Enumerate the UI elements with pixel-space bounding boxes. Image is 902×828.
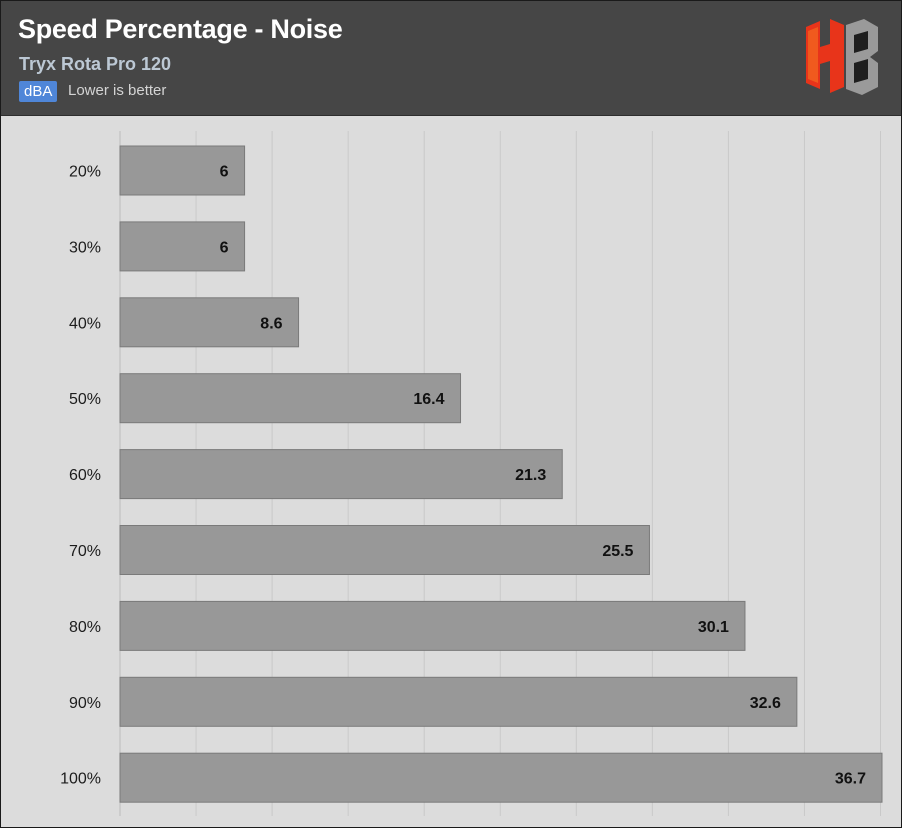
data-label: 32.6	[750, 695, 781, 712]
bar	[119, 676, 798, 727]
category-label: 90%	[69, 695, 101, 712]
category-label: 100%	[60, 771, 101, 788]
data-label: 21.3	[515, 467, 546, 484]
bar-chart: 20% 30% 40% 50% 60% 70% 80% 90% 100% 6 6 8.6 16.4 21…	[60, 131, 883, 816]
category-label: 50%	[69, 391, 101, 408]
data-label: 6	[220, 164, 229, 181]
data-label: 16.4	[413, 391, 444, 408]
category-label: 40%	[69, 315, 101, 332]
chart-subtitle: Tryx Rota Pro 120	[19, 54, 172, 74]
bar	[119, 525, 650, 575]
category-label: 20%	[69, 164, 101, 181]
bar	[119, 373, 462, 424]
data-labels: 6 6 8.6 16.4 21.3 25.5 30.1 32.6 36.7	[220, 164, 866, 788]
lower-is-better-note: Lower is better	[68, 82, 167, 99]
bars	[119, 145, 883, 803]
category-label: 30%	[69, 239, 101, 256]
data-label: 30.1	[698, 619, 729, 636]
category-labels: 20% 30% 40% 50% 60% 70% 80% 90% 100%	[60, 164, 101, 788]
category-label: 80%	[69, 619, 101, 636]
data-label: 6	[220, 239, 229, 256]
hb-logo-icon	[806, 19, 878, 95]
bar	[119, 752, 883, 803]
data-label: 25.5	[602, 543, 633, 560]
bar	[119, 297, 300, 348]
bar	[119, 449, 563, 500]
bar	[119, 600, 746, 651]
data-label: 36.7	[835, 771, 866, 788]
bar	[119, 221, 246, 272]
unit-badge: dBA	[19, 81, 58, 102]
chart-header: Speed Percentage - Noise Tryx Rota Pro 1…	[1, 1, 901, 116]
bar	[119, 145, 246, 196]
data-label: 8.6	[260, 315, 282, 332]
category-label: 60%	[69, 467, 101, 484]
chart-title: Speed Percentage - Noise	[18, 14, 343, 44]
category-label: 70%	[69, 543, 101, 560]
